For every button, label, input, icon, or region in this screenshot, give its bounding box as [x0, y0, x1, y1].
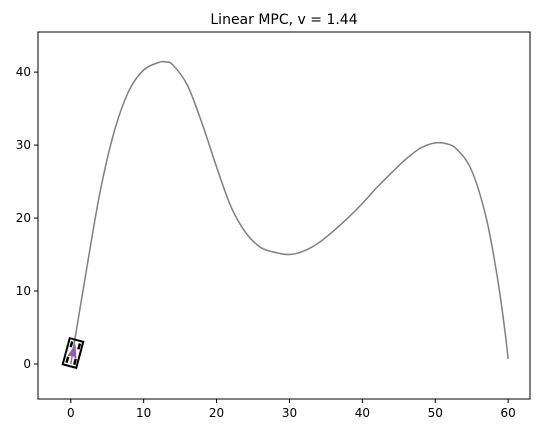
vehicle-wheel-1: [77, 343, 82, 350]
chart-title: Linear MPC, v = 1.44: [210, 12, 357, 28]
x-tick-label: 10: [136, 406, 151, 420]
x-tick-label: 0: [67, 406, 75, 420]
x-tick-label: 40: [355, 406, 370, 420]
y-tick-label: 30: [16, 138, 31, 152]
vehicle-wheel-3: [73, 358, 78, 366]
x-tick-label: 20: [209, 406, 224, 420]
x-tick-label: 50: [428, 406, 443, 420]
vehicle: [61, 336, 85, 370]
series-line-0: [70, 60, 509, 365]
axes-frame: [37, 31, 531, 400]
y-axis: 0 10 20 30 40: [16, 65, 38, 371]
y-tick-label: 0: [23, 357, 31, 371]
vehicle-wheel-2: [65, 356, 70, 364]
vehicle-wheel-0: [69, 341, 74, 348]
x-tick-label: 60: [500, 406, 515, 420]
y-tick-label: 20: [16, 211, 31, 225]
x-tick-label: 30: [282, 406, 297, 420]
vehicle-heading-marker: [67, 343, 77, 360]
x-axis: 0 10 20 30 40 50 60: [67, 399, 516, 420]
y-tick-label: 40: [16, 65, 31, 79]
vehicle-body: [61, 336, 85, 370]
y-tick-label: 10: [16, 284, 31, 298]
plot-area: [61, 60, 509, 370]
